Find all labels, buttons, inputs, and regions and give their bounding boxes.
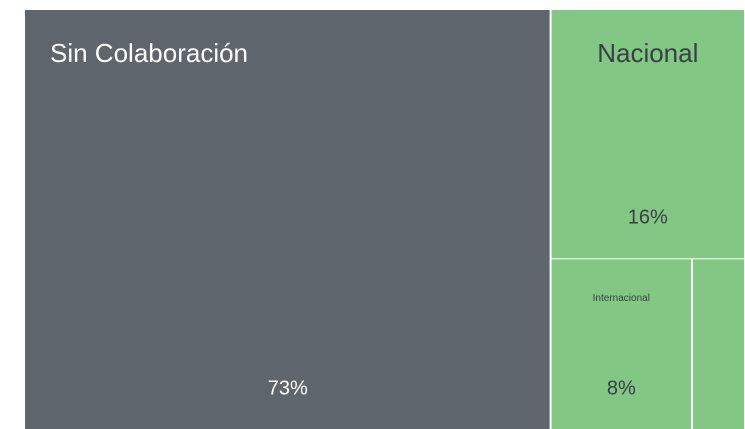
cell-label: Internacional	[593, 293, 650, 304]
value-label: 8%	[607, 377, 636, 399]
value-label: 16%	[628, 207, 668, 229]
treemap-cell	[551, 10, 744, 259]
treemap-cell	[25, 10, 550, 429]
treemap-cell	[692, 259, 744, 429]
treemap-cell	[551, 259, 691, 429]
cell-label: Sin Colaboración	[50, 38, 248, 68]
value-label: 73%	[268, 377, 308, 399]
cell-label: Nacional	[597, 38, 698, 68]
